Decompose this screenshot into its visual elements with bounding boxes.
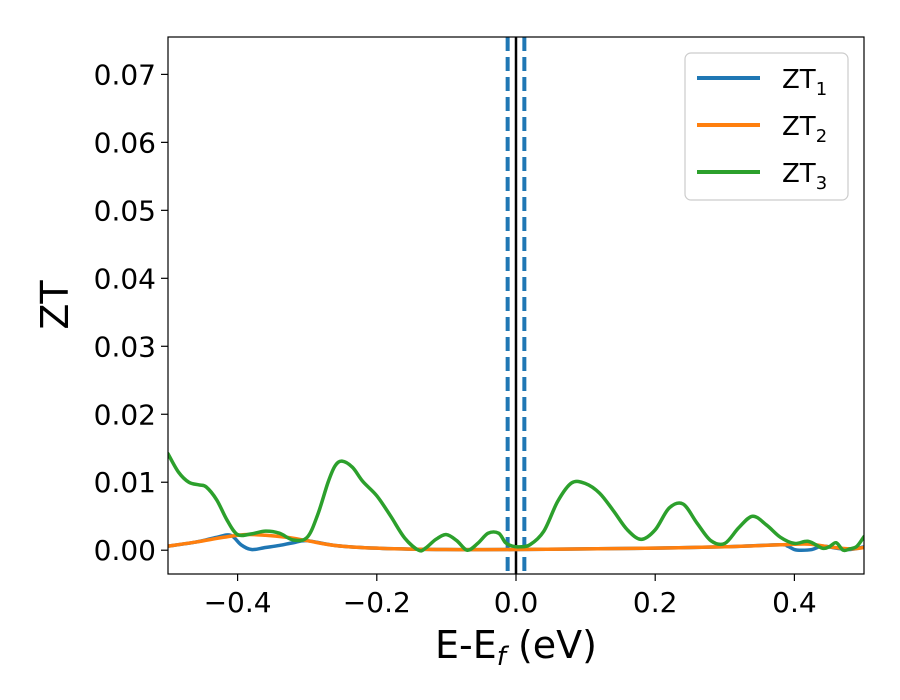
series-layer (168, 451, 864, 553)
x-tick-label: −0.4 (204, 586, 272, 619)
y-tick-label: 0.07 (94, 58, 156, 91)
y-tick-label: 0.03 (94, 330, 156, 363)
x-tick-label: 0.4 (772, 586, 817, 619)
x-axis: −0.4 −0.2 0.0 0.2 0.4 (204, 574, 817, 619)
legend-label-zt2: ZT2 (782, 112, 827, 147)
legend: ZT1 ZT2 ZT3 (684, 52, 849, 201)
y-axis-title: ZT (33, 280, 77, 330)
series-line-zt3 (168, 451, 864, 553)
y-axis: 0.00 0.01 0.02 0.03 0.04 0.05 0.06 0.07 (94, 58, 168, 567)
reference-lines (505, 37, 527, 574)
y-tick-label: 0.01 (94, 466, 156, 499)
legend-label-zt1: ZT1 (782, 65, 827, 100)
x-axis-title: E-Ef (eV) (435, 623, 597, 672)
y-tick-label: 0.00 (94, 534, 156, 567)
x-tick-label: 0.0 (494, 586, 539, 619)
x-axis-title-unit: (eV) (506, 623, 597, 667)
y-tick-label: 0.06 (94, 126, 156, 159)
x-tick-label: 0.2 (633, 586, 678, 619)
y-tick-label: 0.02 (94, 398, 156, 431)
legend-frame (684, 52, 849, 201)
x-tick-label: −0.2 (343, 586, 411, 619)
y-tick-label: 0.04 (94, 262, 156, 295)
legend-label-zt3: ZT3 (782, 159, 827, 194)
y-tick-label: 0.05 (94, 194, 156, 227)
